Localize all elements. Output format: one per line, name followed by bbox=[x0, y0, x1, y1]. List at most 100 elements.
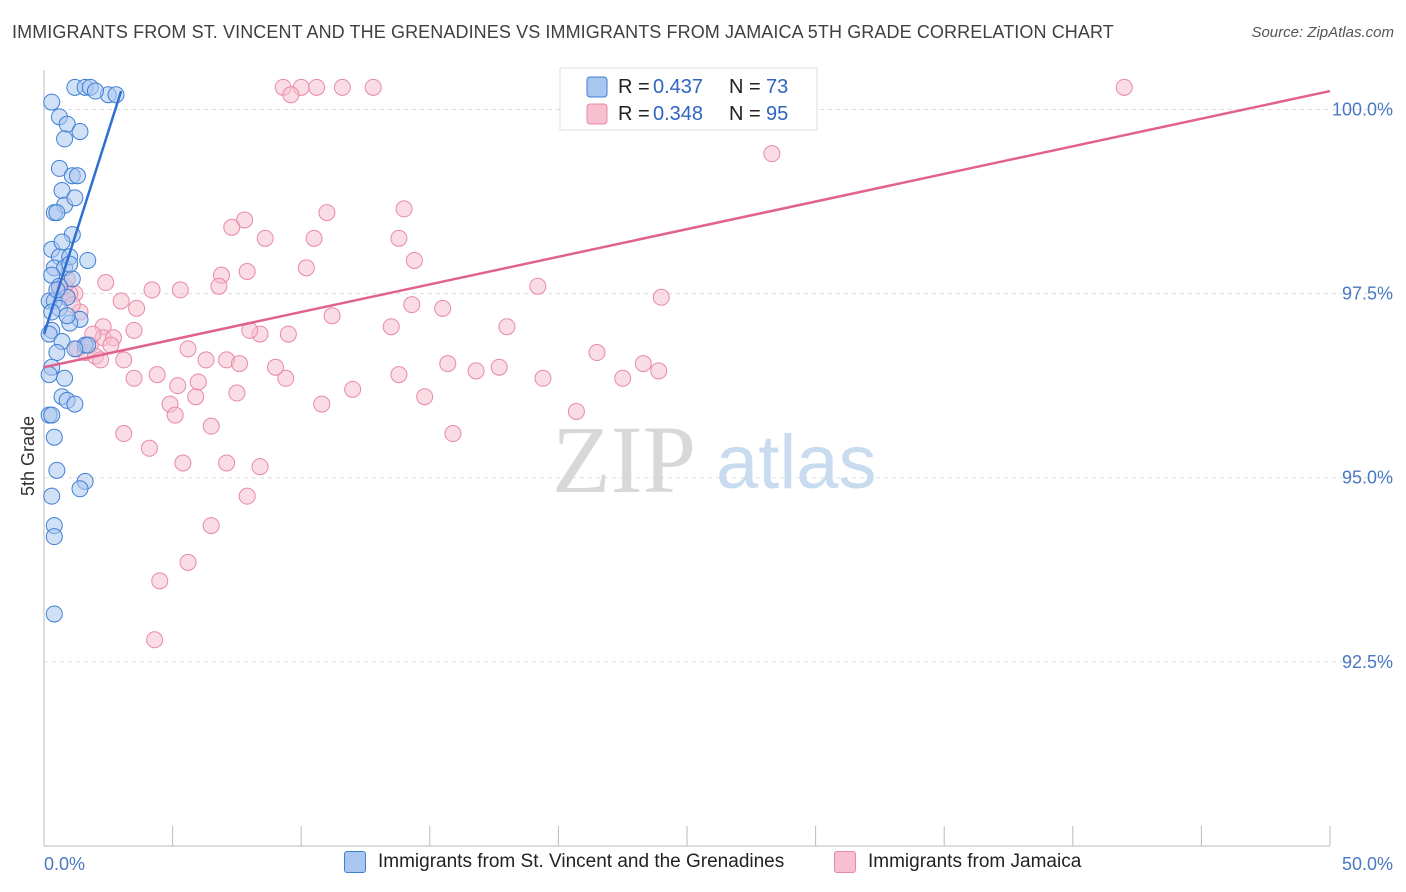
data-point-jamaica bbox=[382, 318, 400, 336]
data-point-jamaica bbox=[210, 277, 228, 295]
data-point-jamaica bbox=[97, 274, 115, 292]
source-credit: Source: ZipAtlas.com bbox=[1251, 24, 1394, 41]
y-axis-label: 5th Grade bbox=[18, 416, 38, 496]
data-point-st-vincent bbox=[71, 123, 89, 141]
series-st-vincent-points bbox=[40, 78, 125, 623]
y-tick-label: 97.5% bbox=[1342, 284, 1393, 304]
trend-line-jamaica bbox=[43, 89, 1331, 369]
data-point-st-vincent bbox=[79, 251, 97, 269]
data-point-jamaica bbox=[434, 299, 452, 317]
data-point-jamaica bbox=[256, 229, 274, 247]
data-point-jamaica bbox=[282, 86, 300, 104]
x-tick-label-min: 0.0% bbox=[44, 854, 85, 874]
data-point-jamaica bbox=[279, 325, 297, 343]
data-point-jamaica bbox=[403, 296, 421, 314]
data-point-jamaica bbox=[197, 351, 215, 369]
data-point-st-vincent bbox=[71, 480, 89, 498]
data-point-jamaica bbox=[266, 358, 284, 376]
data-point-jamaica bbox=[169, 377, 187, 395]
y-tick-label: 100.0% bbox=[1332, 99, 1393, 119]
data-point-jamaica bbox=[146, 631, 164, 649]
data-point-jamaica bbox=[534, 369, 552, 387]
data-point-jamaica bbox=[112, 292, 130, 310]
legend-r-label-2: R = bbox=[618, 103, 650, 125]
data-point-st-vincent bbox=[56, 130, 74, 148]
data-point-jamaica bbox=[439, 355, 457, 373]
data-point-st-vincent bbox=[50, 159, 68, 177]
legend-n-value-2: 95 bbox=[766, 103, 788, 125]
data-point-jamaica bbox=[179, 340, 197, 358]
legend-n-value-1: 73 bbox=[766, 76, 788, 98]
legend-r-value-1: 0.437 bbox=[653, 76, 703, 98]
data-point-jamaica bbox=[333, 78, 351, 96]
data-point-jamaica bbox=[614, 369, 632, 387]
data-point-jamaica bbox=[305, 229, 323, 247]
data-point-jamaica bbox=[143, 281, 161, 299]
data-point-jamaica bbox=[166, 406, 184, 424]
data-point-jamaica bbox=[277, 369, 295, 387]
data-point-jamaica bbox=[313, 395, 331, 413]
data-point-jamaica bbox=[202, 417, 220, 435]
data-point-jamaica bbox=[444, 425, 462, 443]
data-point-jamaica bbox=[251, 458, 269, 476]
data-point-st-vincent bbox=[43, 93, 61, 111]
watermark-atlas: atlas bbox=[716, 420, 877, 505]
data-point-st-vincent bbox=[86, 82, 104, 100]
data-point-jamaica bbox=[498, 318, 516, 336]
data-point-jamaica bbox=[128, 299, 146, 317]
data-point-jamaica bbox=[223, 218, 241, 236]
data-point-st-vincent bbox=[56, 369, 74, 387]
data-point-st-vincent bbox=[53, 233, 71, 251]
data-point-jamaica bbox=[1115, 78, 1133, 96]
data-point-st-vincent bbox=[58, 307, 76, 325]
data-point-st-vincent bbox=[43, 487, 61, 505]
legend-r-label-1: R = bbox=[618, 76, 650, 98]
data-point-jamaica bbox=[179, 553, 197, 571]
data-point-st-vincent bbox=[45, 605, 63, 623]
legend-n-label-2: N = bbox=[729, 103, 761, 125]
data-point-jamaica bbox=[174, 454, 192, 472]
legend-r-value-2: 0.348 bbox=[653, 103, 703, 125]
data-point-jamaica bbox=[567, 402, 585, 420]
data-point-st-vincent bbox=[66, 189, 84, 207]
bottom-legend-st-vincent: Immigrants from St. Vincent and the Gren… bbox=[344, 851, 784, 873]
x-tick-label-max: 50.0% bbox=[1342, 854, 1393, 874]
data-point-jamaica bbox=[308, 78, 326, 96]
data-point-st-vincent bbox=[40, 366, 58, 384]
data-point-st-vincent bbox=[66, 340, 84, 358]
data-point-jamaica bbox=[652, 288, 670, 306]
data-point-jamaica bbox=[297, 259, 315, 277]
series-jamaica-points bbox=[50, 78, 1133, 649]
bottom-legend-swatch-pink bbox=[834, 851, 856, 873]
data-point-jamaica bbox=[405, 251, 423, 269]
data-point-st-vincent bbox=[45, 528, 63, 546]
data-point-jamaica bbox=[228, 384, 246, 402]
watermark-zip: ZIP bbox=[552, 406, 696, 513]
y-tick-label: 92.5% bbox=[1342, 652, 1393, 672]
data-point-jamaica bbox=[171, 281, 189, 299]
data-point-jamaica bbox=[187, 388, 205, 406]
legend-swatch-jamaica bbox=[586, 103, 608, 125]
data-point-jamaica bbox=[323, 307, 341, 325]
data-point-jamaica bbox=[125, 321, 143, 339]
trend-lines bbox=[42, 89, 1331, 369]
data-point-jamaica bbox=[238, 487, 256, 505]
y-tick-labels: 92.5% 95.0% 97.5% 100.0% bbox=[1332, 99, 1393, 671]
chart-title: IMMIGRANTS FROM ST. VINCENT AND THE GREN… bbox=[12, 22, 1114, 42]
legend-swatch-st-vincent bbox=[586, 76, 608, 98]
data-point-jamaica bbox=[364, 78, 382, 96]
trend-line-st-vincent bbox=[42, 90, 123, 335]
bottom-legend-label-st-vincent: Immigrants from St. Vincent and the Gren… bbox=[378, 851, 785, 872]
legend: R = 0.437 N = 73 R = 0.348 N = 95 bbox=[559, 67, 818, 131]
data-point-jamaica bbox=[115, 425, 133, 443]
data-point-jamaica bbox=[763, 145, 781, 163]
y-tick-label: 95.0% bbox=[1342, 468, 1393, 488]
data-point-jamaica bbox=[230, 355, 248, 373]
data-point-jamaica bbox=[344, 380, 362, 398]
data-point-jamaica bbox=[634, 355, 652, 373]
data-point-st-vincent bbox=[68, 167, 86, 185]
bottom-legend-label-jamaica: Immigrants from Jamaica bbox=[868, 851, 1082, 872]
data-point-jamaica bbox=[151, 572, 169, 590]
bottom-legend-swatch-blue bbox=[344, 851, 366, 873]
